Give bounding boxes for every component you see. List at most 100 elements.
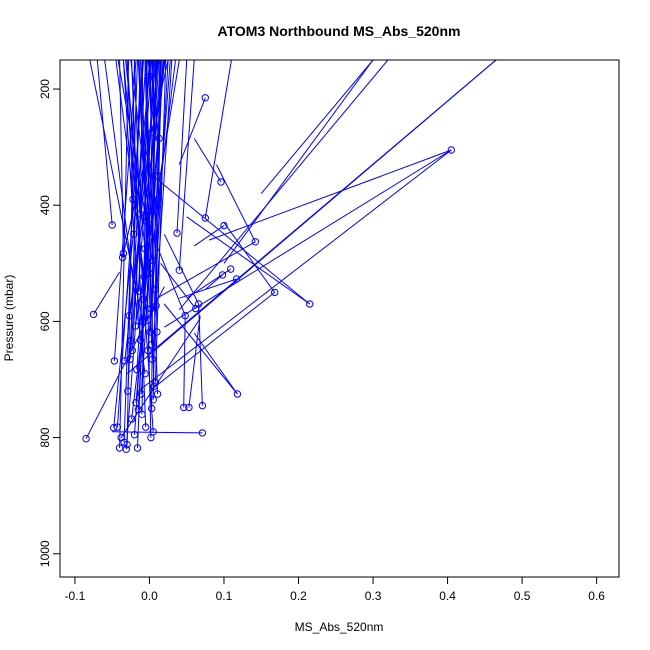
data-point (192, 304, 200, 313)
data-point (126, 355, 134, 363)
profile-segment (149, 60, 153, 238)
data-point (139, 295, 148, 303)
data-point (141, 245, 149, 253)
profile-segment (223, 222, 276, 293)
data-point (181, 311, 189, 320)
profile-segment (163, 234, 200, 305)
data-point (153, 390, 162, 398)
profile-segment (208, 149, 452, 241)
data-point (142, 423, 150, 431)
data-point (136, 210, 144, 218)
y-tick-label: 600 (38, 311, 52, 331)
data-point (233, 390, 242, 398)
y-axis: 200 400 600 800 1000 (38, 79, 61, 567)
profile-segment (179, 278, 237, 299)
data-point (220, 221, 228, 230)
profile-segment (149, 292, 276, 392)
profile-segment (178, 60, 195, 271)
data-point (117, 433, 125, 442)
data-point (140, 273, 148, 281)
profile-segment (176, 60, 188, 234)
profile-segment (156, 245, 186, 316)
data-point (146, 328, 154, 336)
profile-segment (186, 216, 310, 305)
profile-segment (138, 60, 144, 292)
data-point (130, 230, 138, 239)
profile-segment (156, 178, 311, 305)
y-tick-label: 800 (38, 427, 52, 447)
x-axis: -0.1 0.0 0.1 0.2 0.3 0.4 0.5 0.6 (65, 576, 605, 603)
y-tick-label: 400 (38, 195, 52, 215)
data-point (113, 423, 122, 431)
x-tick-label: 0.0 (141, 589, 158, 603)
data-point (145, 269, 154, 277)
profile-segment (136, 60, 160, 370)
data-point (143, 316, 151, 324)
data-point (201, 94, 210, 102)
data-point (147, 433, 155, 442)
profile-segment (147, 60, 171, 351)
data-point (201, 214, 210, 222)
x-tick-label: 0.5 (514, 589, 531, 603)
data-point (148, 128, 156, 137)
data-point (115, 444, 124, 452)
data-point (132, 399, 140, 407)
data-point (185, 403, 193, 412)
profile-segment (156, 241, 256, 299)
data-point (218, 271, 227, 279)
data-point (125, 311, 134, 320)
profile-segment (89, 60, 144, 322)
profile-segment (123, 60, 138, 443)
profile-segment (178, 60, 389, 311)
data-point (133, 444, 142, 452)
profile-segment (93, 271, 121, 315)
data-point (151, 285, 160, 294)
data-point (154, 172, 163, 180)
data-point (131, 322, 140, 330)
y-tick-label: 1000 (38, 540, 52, 567)
x-tick-label: 0.4 (439, 589, 456, 603)
data-point (137, 390, 145, 398)
profile-segment (113, 60, 137, 361)
data-point (154, 195, 163, 204)
data-layer (82, 60, 497, 453)
data-point (124, 387, 132, 395)
data-point (129, 195, 137, 204)
data-point (232, 275, 241, 283)
x-tick-label: -0.1 (65, 589, 86, 603)
x-tick-label: 0.1 (216, 589, 233, 603)
data-point (198, 429, 207, 437)
data-point (142, 217, 151, 226)
profile-segment (148, 60, 153, 133)
data-point (128, 346, 137, 355)
profile-segment (160, 262, 197, 309)
profile-segment (260, 60, 374, 194)
data-point (121, 357, 129, 365)
profile-segment (141, 60, 148, 415)
data-point (173, 229, 181, 237)
data-point (134, 406, 143, 414)
profile-segment (204, 274, 223, 290)
data-point (130, 431, 139, 439)
data-point (89, 310, 98, 319)
y-tick-label: 200 (38, 79, 52, 99)
x-tick-label: 0.2 (290, 589, 307, 603)
data-point (148, 404, 156, 413)
data-point (127, 336, 135, 345)
profile-segment (193, 138, 222, 183)
data-point (146, 72, 154, 81)
data-point (155, 134, 163, 143)
profile-segment (216, 164, 256, 243)
data-point (148, 355, 157, 363)
profile-segment (163, 303, 238, 395)
data-point (119, 249, 128, 258)
data-point (136, 336, 145, 344)
data-point (82, 435, 90, 443)
data-point (175, 266, 184, 274)
profile-segment (119, 60, 124, 254)
data-point (148, 233, 157, 241)
profile-segment (119, 60, 130, 449)
profile-segment (164, 149, 452, 328)
data-point (127, 415, 136, 423)
